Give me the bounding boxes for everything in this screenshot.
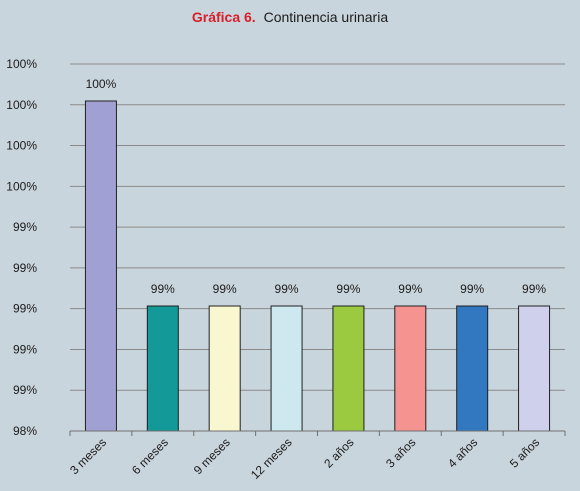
x-tick-label: 9 meses <box>191 435 233 477</box>
y-tick-label: 99% <box>13 261 37 275</box>
data-label: 100% <box>86 77 117 91</box>
bars <box>84 100 551 432</box>
bar <box>518 305 551 432</box>
bar <box>456 305 489 432</box>
y-tick-label: 99% <box>13 383 37 397</box>
data-labels: 100% 99% 99% 99% 99% 99% 99% 99% <box>86 77 547 296</box>
data-label: 99% <box>522 282 546 296</box>
x-tick-label: 3 meses <box>67 435 109 477</box>
chart-title-prefix: Gráfica 6. <box>192 9 256 25</box>
x-tick-label: 12 meses <box>248 435 295 482</box>
x-tick-label: 2 años <box>321 435 356 470</box>
x-tick-label: 4 años <box>445 435 480 470</box>
bar <box>208 305 241 432</box>
y-tick-label: 100% <box>6 139 37 153</box>
bar <box>84 100 117 432</box>
y-axis-tick-labels: 98% 99% 99% 99% 99% 99% 100% 100% 100% 100% <box>6 57 37 438</box>
data-label: 99% <box>213 282 237 296</box>
y-tick-label: 100% <box>6 57 37 71</box>
y-tick-label: 99% <box>13 302 37 316</box>
data-label: 99% <box>398 282 422 296</box>
bar <box>332 305 365 432</box>
y-tick-label: 98% <box>13 424 37 438</box>
y-tick-label: 99% <box>13 220 37 234</box>
bar <box>270 305 303 432</box>
x-tick-label: 6 meses <box>129 435 171 477</box>
data-label: 99% <box>151 282 175 296</box>
data-label: 99% <box>460 282 484 296</box>
y-tick-label: 100% <box>6 98 37 112</box>
chart-title: Gráfica 6. Continencia urinaria <box>192 9 388 25</box>
data-label: 99% <box>275 282 299 296</box>
x-axis-tick-labels: 3 meses 6 meses 9 meses 12 meses 2 años 3 año… <box>67 435 542 482</box>
y-tick-label: 99% <box>13 342 37 356</box>
x-tick-label: 3 años <box>383 435 418 470</box>
bar <box>146 305 179 432</box>
y-tick-label: 100% <box>6 179 37 193</box>
bar <box>394 305 427 432</box>
chart-title-text: Continencia urinaria <box>264 9 389 25</box>
data-label: 99% <box>336 282 360 296</box>
gridlines <box>70 63 565 432</box>
x-axis <box>69 430 566 436</box>
x-tick-label: 5 años <box>507 435 542 470</box>
